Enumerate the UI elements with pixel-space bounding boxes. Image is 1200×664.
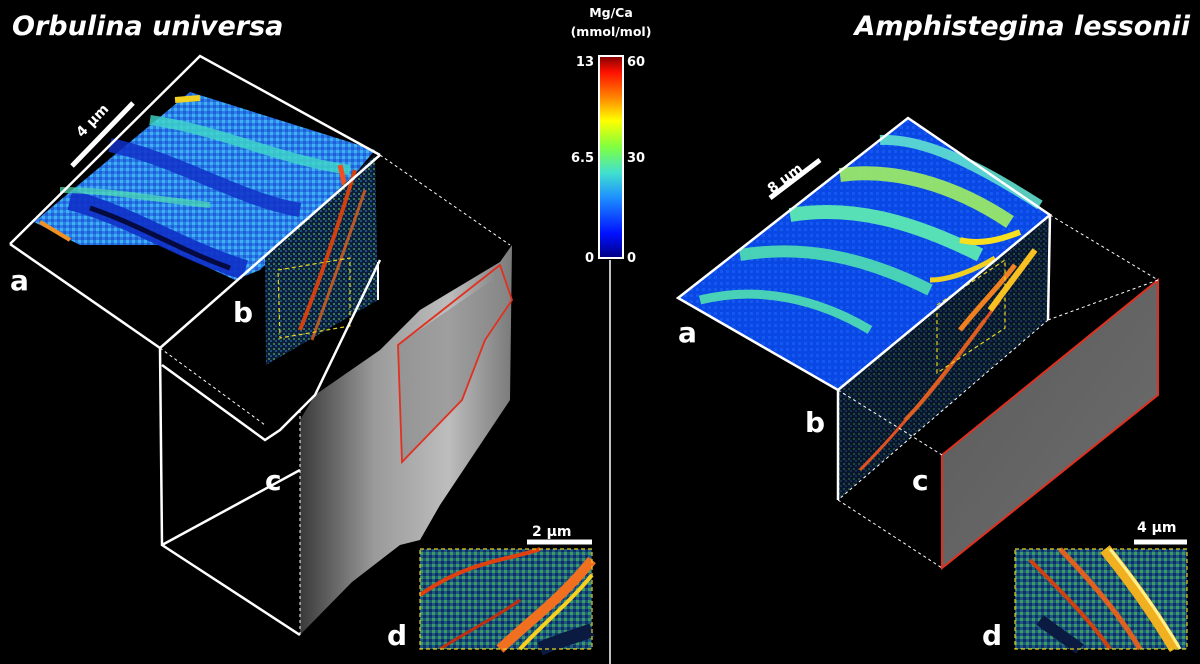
left-wireframe xyxy=(9,54,511,637)
right-fib-outline xyxy=(941,277,1159,571)
left-inset-outline-b xyxy=(277,257,351,339)
colorbar-left-tick-mid: 6.5 xyxy=(571,151,594,166)
left-mgca-map-b xyxy=(265,155,378,365)
right-title: Amphistegina lessonii xyxy=(852,11,1190,42)
right-fib-image-c xyxy=(941,277,1159,571)
right-inset-scale-label: 4 µm xyxy=(1137,520,1177,536)
left-inset-scale-label: 2 µm xyxy=(532,524,572,540)
left-scale-bar xyxy=(70,101,135,168)
left-inset-d xyxy=(418,547,596,656)
right-label-a: a xyxy=(678,316,697,349)
right-label-c: c xyxy=(912,464,929,497)
colorbar-right-tick-mid: 30 xyxy=(627,151,645,166)
left-fib-outline xyxy=(397,263,513,465)
colorbar-title-line2: (mmol/mol) xyxy=(571,24,652,39)
right-mgca-map-a xyxy=(678,118,1050,390)
colorbar-title-line1: Mg/Ca xyxy=(589,5,633,20)
right-label-d: d xyxy=(982,619,1002,652)
left-fib-image-c xyxy=(300,245,513,635)
left-label-b: b xyxy=(233,296,253,329)
left-scale-label: 4 µm xyxy=(73,101,112,141)
right-inset-d xyxy=(1014,545,1188,654)
left-label-a: a xyxy=(10,264,29,297)
left-panel: 4 µm 2 µm Orbulina universa a b c d xyxy=(9,11,596,656)
right-mgca-map-b xyxy=(838,215,1050,500)
colorbar-left-tick-top: 13 xyxy=(576,55,594,70)
right-wireframe xyxy=(675,116,1159,569)
colorbar-gradient xyxy=(598,55,624,259)
colorbar-left-tick-bottom: 0 xyxy=(585,251,594,266)
right-panel: 8 µm 4 µm Amphistegina lessonii a b c d xyxy=(675,11,1191,654)
left-label-c: c xyxy=(265,464,282,497)
left-label-d: d xyxy=(387,619,407,652)
right-inset-outline-b xyxy=(936,258,1006,375)
colorbar: Mg/Ca (mmol/mol) 13 6.5 0 60 30 0 xyxy=(571,5,652,664)
right-label-b: b xyxy=(805,406,825,439)
right-scale-bar xyxy=(768,158,822,200)
colorbar-right-tick-top: 60 xyxy=(627,55,645,70)
left-title: Orbulina universa xyxy=(12,11,283,42)
colorbar-right-tick-bottom: 0 xyxy=(627,251,636,266)
right-scale-label: 8 µm xyxy=(765,161,806,198)
